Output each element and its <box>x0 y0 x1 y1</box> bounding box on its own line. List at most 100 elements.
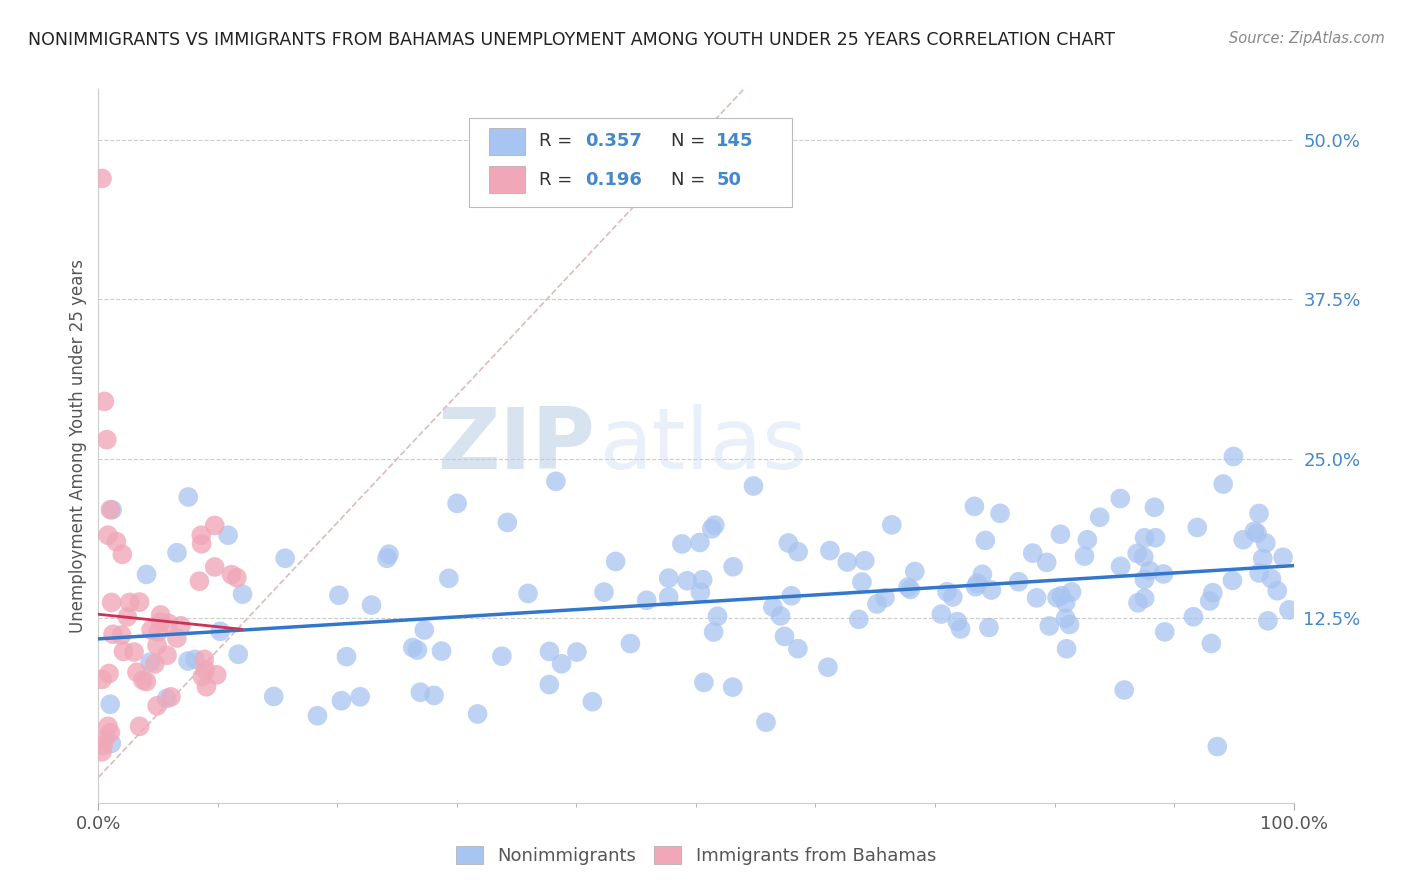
Point <box>112 644 135 658</box>
Point <box>550 657 572 671</box>
Point <box>402 640 425 655</box>
Point <box>1206 739 1229 754</box>
Point <box>135 674 157 689</box>
Point <box>1133 549 1156 564</box>
Point <box>1050 589 1073 603</box>
Point <box>98 502 122 516</box>
Point <box>1243 524 1265 539</box>
Point <box>778 536 800 550</box>
Point <box>1201 636 1223 650</box>
Point <box>786 641 808 656</box>
Point <box>430 644 453 658</box>
Point <box>692 573 714 587</box>
Point <box>946 615 969 629</box>
Point <box>117 610 139 624</box>
Point <box>636 593 658 607</box>
Point <box>1088 510 1111 524</box>
Point <box>177 490 200 504</box>
Point <box>980 582 1002 597</box>
Point <box>658 571 681 585</box>
Point <box>1126 546 1149 560</box>
Point <box>423 689 446 703</box>
Point <box>851 575 873 590</box>
Point <box>1153 624 1175 639</box>
Text: NONIMMIGRANTS VS IMMIGRANTS FROM BAHAMAS UNEMPLOYMENT AMONG YOUTH UNDER 25 YEARS: NONIMMIGRANTS VS IMMIGRANTS FROM BAHAMAS… <box>28 31 1115 49</box>
Point <box>467 706 489 721</box>
Point <box>437 571 460 585</box>
Point <box>1114 683 1136 698</box>
Point <box>111 547 134 561</box>
Point <box>703 625 725 640</box>
Point <box>307 708 329 723</box>
Point <box>848 612 870 626</box>
Point <box>565 645 588 659</box>
Point <box>91 739 114 753</box>
Point <box>1232 533 1254 547</box>
Point <box>676 574 699 588</box>
Point <box>866 597 889 611</box>
Point <box>156 648 179 663</box>
Point <box>972 567 994 582</box>
Point <box>769 608 792 623</box>
Point <box>780 589 803 603</box>
Point <box>762 600 785 615</box>
Point <box>965 580 987 594</box>
Point <box>160 690 183 704</box>
Point <box>853 554 876 568</box>
Point <box>1133 591 1156 606</box>
Point <box>100 736 122 750</box>
Point <box>177 654 200 668</box>
Point <box>1054 596 1077 610</box>
Point <box>517 586 540 600</box>
Point <box>671 537 693 551</box>
Text: 50: 50 <box>716 171 741 189</box>
Point <box>1054 611 1077 625</box>
Point <box>204 560 226 574</box>
Point <box>544 475 567 489</box>
Point <box>1152 566 1174 581</box>
Point <box>1076 533 1098 547</box>
Point <box>977 620 1000 634</box>
Point <box>184 652 207 666</box>
FancyBboxPatch shape <box>470 118 792 207</box>
Point <box>1059 617 1081 632</box>
Point <box>1126 596 1149 610</box>
Point <box>963 500 986 514</box>
Point <box>931 607 953 621</box>
Point <box>93 394 115 409</box>
Point <box>118 595 141 609</box>
Point <box>880 517 903 532</box>
Point <box>1035 555 1057 569</box>
Point <box>1143 500 1166 515</box>
Point <box>873 591 896 605</box>
Point <box>98 725 122 739</box>
Legend: Nonimmigrants, Immigrants from Bahamas: Nonimmigrants, Immigrants from Bahamas <box>449 838 943 872</box>
Text: R =: R = <box>540 171 578 189</box>
Point <box>949 622 972 636</box>
Point <box>191 670 214 684</box>
Point <box>1247 566 1270 580</box>
Point <box>1260 572 1282 586</box>
Point <box>1046 591 1069 605</box>
Point <box>100 595 122 609</box>
Point <box>91 673 114 687</box>
Point <box>936 584 959 599</box>
Point <box>1202 585 1225 599</box>
Point <box>491 649 513 664</box>
Point <box>335 649 357 664</box>
Point <box>742 479 765 493</box>
Point <box>209 624 232 639</box>
Point <box>146 639 169 653</box>
Point <box>91 171 114 186</box>
FancyBboxPatch shape <box>489 166 524 194</box>
Point <box>1249 507 1271 521</box>
Text: atlas: atlas <box>600 404 808 488</box>
Point <box>91 745 114 759</box>
Point <box>413 623 436 637</box>
Point <box>217 528 239 542</box>
Point <box>897 580 920 594</box>
Point <box>128 595 150 609</box>
Point <box>166 546 188 560</box>
Point <box>409 685 432 699</box>
Point <box>1133 531 1156 545</box>
